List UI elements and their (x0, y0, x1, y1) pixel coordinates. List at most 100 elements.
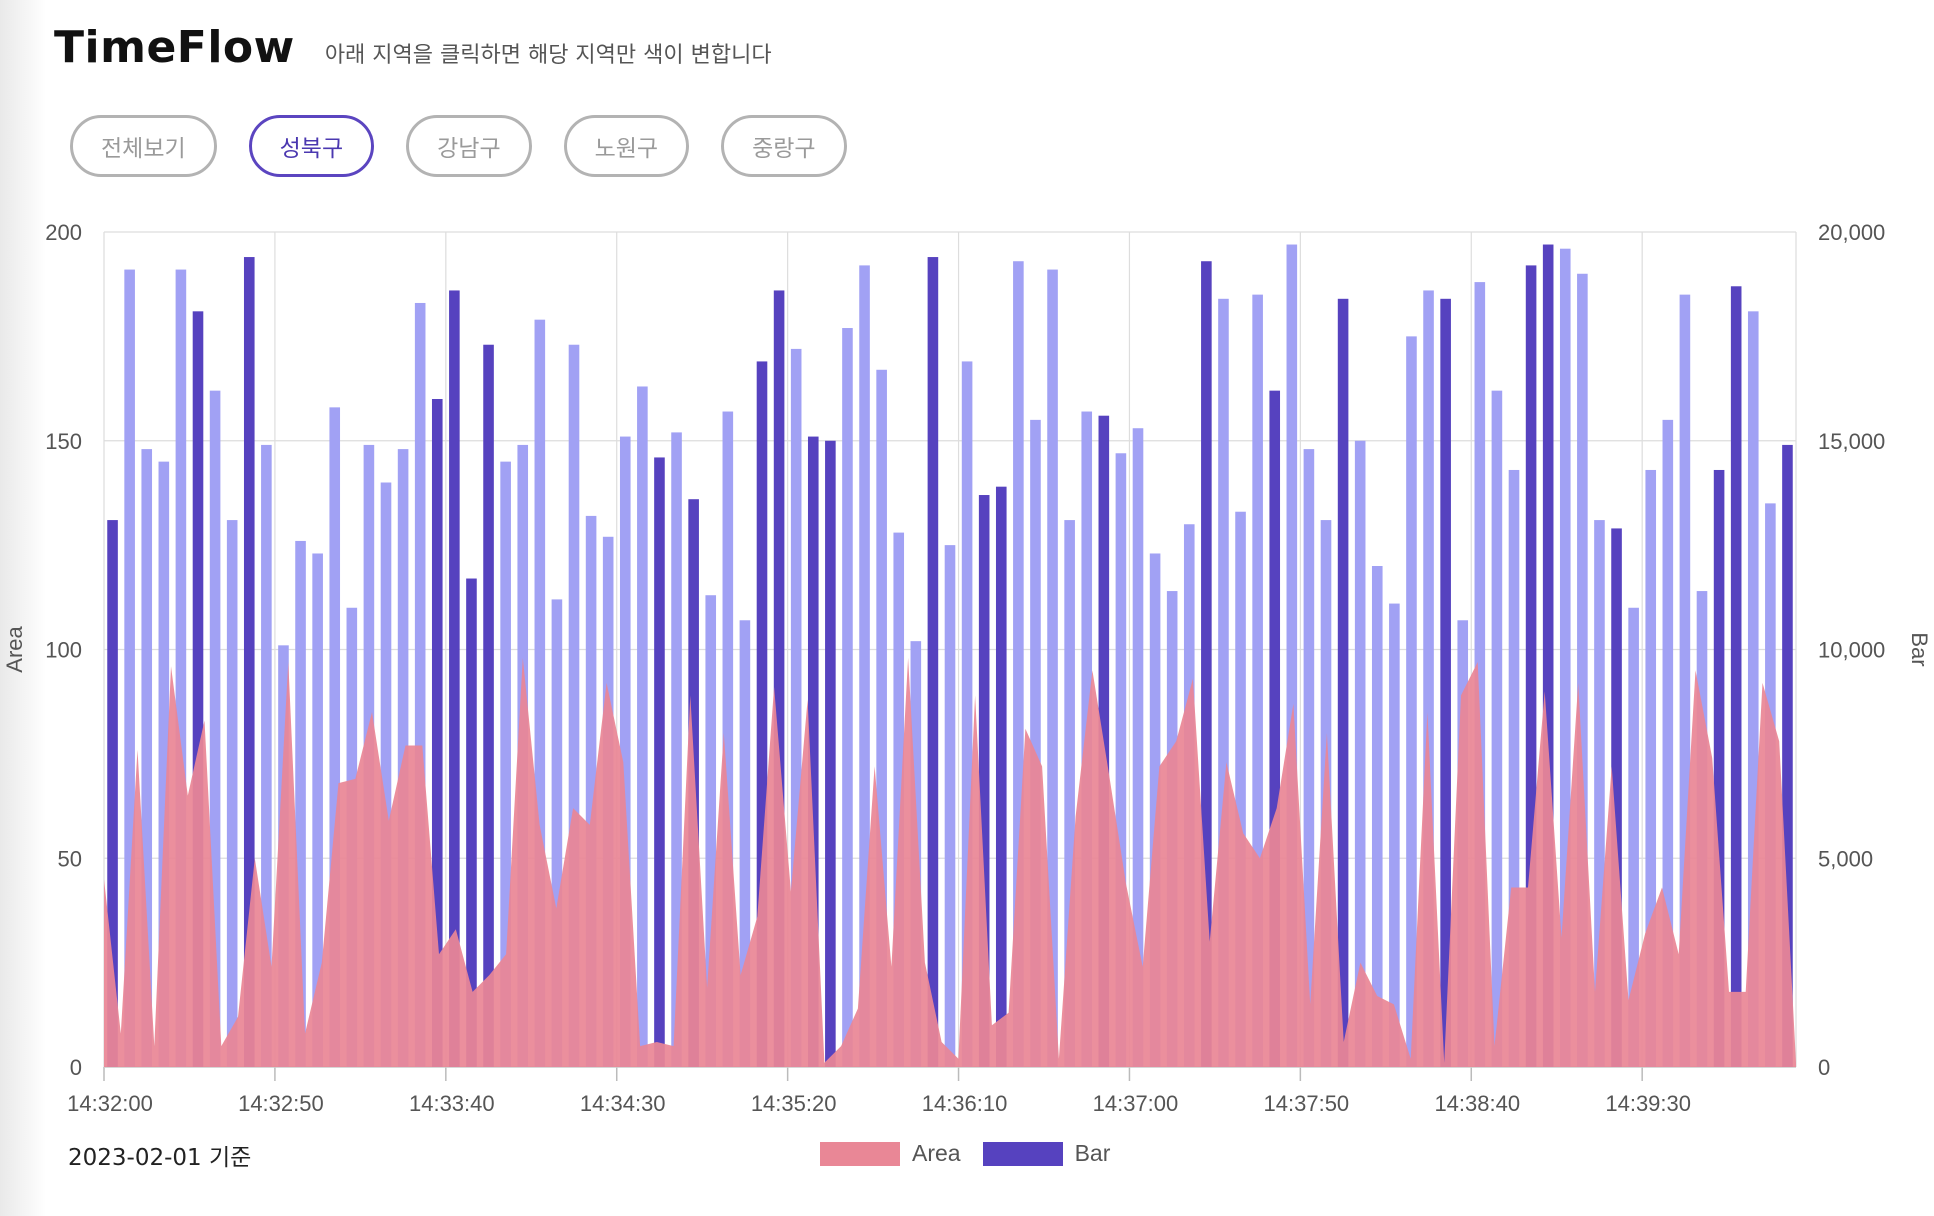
area-series-path (104, 657, 1796, 1067)
y-left-tick-label: 0 (70, 1055, 82, 1080)
legend-item-bar[interactable]: Bar (982, 1140, 1110, 1167)
bar-mark (261, 444, 272, 1067)
x-tick-label: 14:35:20 (751, 1091, 837, 1116)
bar-mark (449, 290, 460, 1067)
region-tabs: 전체보기 성북구 강남구 노원구 중랑구 (70, 115, 847, 177)
bar-mark (961, 361, 973, 1067)
bar-mark (1371, 566, 1383, 1067)
bar-mark (158, 461, 170, 1067)
bar-mark (483, 344, 494, 1068)
bar-mark (1474, 282, 1486, 1068)
tab-nowon[interactable]: 노원구 (563, 115, 690, 177)
bar-mark (380, 482, 392, 1067)
bar-mark (739, 620, 751, 1067)
bar-mark (192, 311, 204, 1067)
bar-mark (978, 495, 990, 1067)
bar-mark (1286, 244, 1298, 1067)
basis-date: 2023-02-01 기준 (68, 1145, 252, 1171)
bar-mark (876, 369, 887, 1067)
y-right-tick-label: 5,000 (1818, 846, 1873, 871)
bar-mark (756, 361, 768, 1067)
bar-mark (1389, 603, 1400, 1067)
bar-mark (226, 520, 238, 1067)
bar-mark (1594, 520, 1605, 1067)
bar-mark (431, 399, 443, 1067)
legend-label-area: Area (912, 1140, 961, 1166)
y-left-tick-label: 200 (45, 220, 82, 245)
bar-mark (1047, 269, 1058, 1067)
page-title: TimeFlow (54, 22, 295, 73)
bar-mark (1747, 311, 1759, 1067)
bar-mark (551, 599, 563, 1067)
y-right-axis-title: Bar (1907, 632, 1932, 666)
bar-mark (175, 269, 187, 1067)
y-left-tick-label: 100 (45, 638, 82, 663)
x-tick-label: 14:32:50 (238, 1091, 324, 1116)
bar-mark (1645, 469, 1657, 1068)
bar-mark (1132, 428, 1144, 1068)
bar-mark (1508, 469, 1520, 1068)
bar-mark (722, 411, 734, 1067)
x-tick-label: 14:33:40 (409, 1091, 495, 1116)
bar-mark (1525, 265, 1537, 1067)
bar-mark (1235, 511, 1246, 1068)
bar-mark (141, 449, 153, 1068)
bar-mark (107, 520, 118, 1067)
bar-mark (1559, 248, 1571, 1067)
y-right-tick-label: 0 (1818, 1055, 1830, 1080)
bar-mark (466, 578, 477, 1067)
bar-mark (568, 344, 580, 1068)
bar-mark (893, 532, 905, 1067)
bar-mark (807, 436, 819, 1067)
bar-mark (671, 432, 682, 1067)
tab-all[interactable]: 전체보기 (70, 115, 217, 177)
bar-mark (1730, 286, 1742, 1067)
bar-mark (209, 390, 221, 1067)
bar-mark (995, 486, 1007, 1067)
x-tick-label: 14:37:00 (1093, 1091, 1179, 1116)
bar-mark (1782, 444, 1793, 1067)
bar-mark (500, 461, 511, 1067)
bar-mark (1423, 290, 1434, 1067)
bar-mark (619, 436, 631, 1067)
legend-item-area[interactable]: Area (820, 1140, 961, 1167)
bar-mark (1713, 469, 1725, 1068)
x-tick-label: 14:36:10 (922, 1091, 1008, 1116)
bar-mark (1491, 390, 1503, 1067)
bar-mark (1542, 244, 1554, 1067)
bar-mark (927, 257, 939, 1067)
x-tick-label: 14:39:30 (1605, 1091, 1691, 1116)
bar-mark (243, 257, 255, 1067)
tab-gangnam[interactable]: 강남구 (406, 115, 532, 177)
bar-mark (534, 319, 546, 1067)
bar-mark (1149, 553, 1161, 1067)
bar-mark (825, 440, 836, 1067)
legend-swatch-area (820, 1141, 900, 1166)
bar-mark (1577, 273, 1588, 1067)
tab-seongbuk[interactable]: 성북구 (248, 115, 375, 177)
y-left-tick-label: 150 (45, 429, 82, 454)
y-left-tick-label: 50 (58, 846, 82, 871)
y-right-tick-label: 15,000 (1818, 429, 1885, 454)
bar-mark (1218, 298, 1229, 1067)
tab-jungnang[interactable]: 중랑구 (721, 115, 847, 177)
bar-mark (295, 540, 306, 1067)
page-header: TimeFlow 아래 지역을 클릭하면 해당 지역만 색이 변합니다 (54, 22, 772, 73)
bar-mark (414, 302, 426, 1068)
y-right-tick-label: 10,000 (1818, 638, 1885, 663)
bar-mark (1354, 440, 1366, 1067)
x-tick-label: 14:38:40 (1434, 1091, 1520, 1116)
bar-mark (1201, 261, 1212, 1068)
bar-mark (1628, 607, 1639, 1067)
x-tick-label: 14:32:00 (67, 1091, 153, 1116)
bar-mark (1013, 261, 1024, 1068)
page-left-shade (0, 0, 46, 1216)
bar-mark (1662, 419, 1674, 1067)
bar-mark (842, 328, 853, 1067)
bar-mark (1303, 449, 1315, 1068)
bar-mark (1440, 298, 1451, 1067)
y-left-axis-title: Area (2, 626, 27, 673)
bar-mark (859, 265, 870, 1067)
bar-mark (1098, 415, 1110, 1067)
